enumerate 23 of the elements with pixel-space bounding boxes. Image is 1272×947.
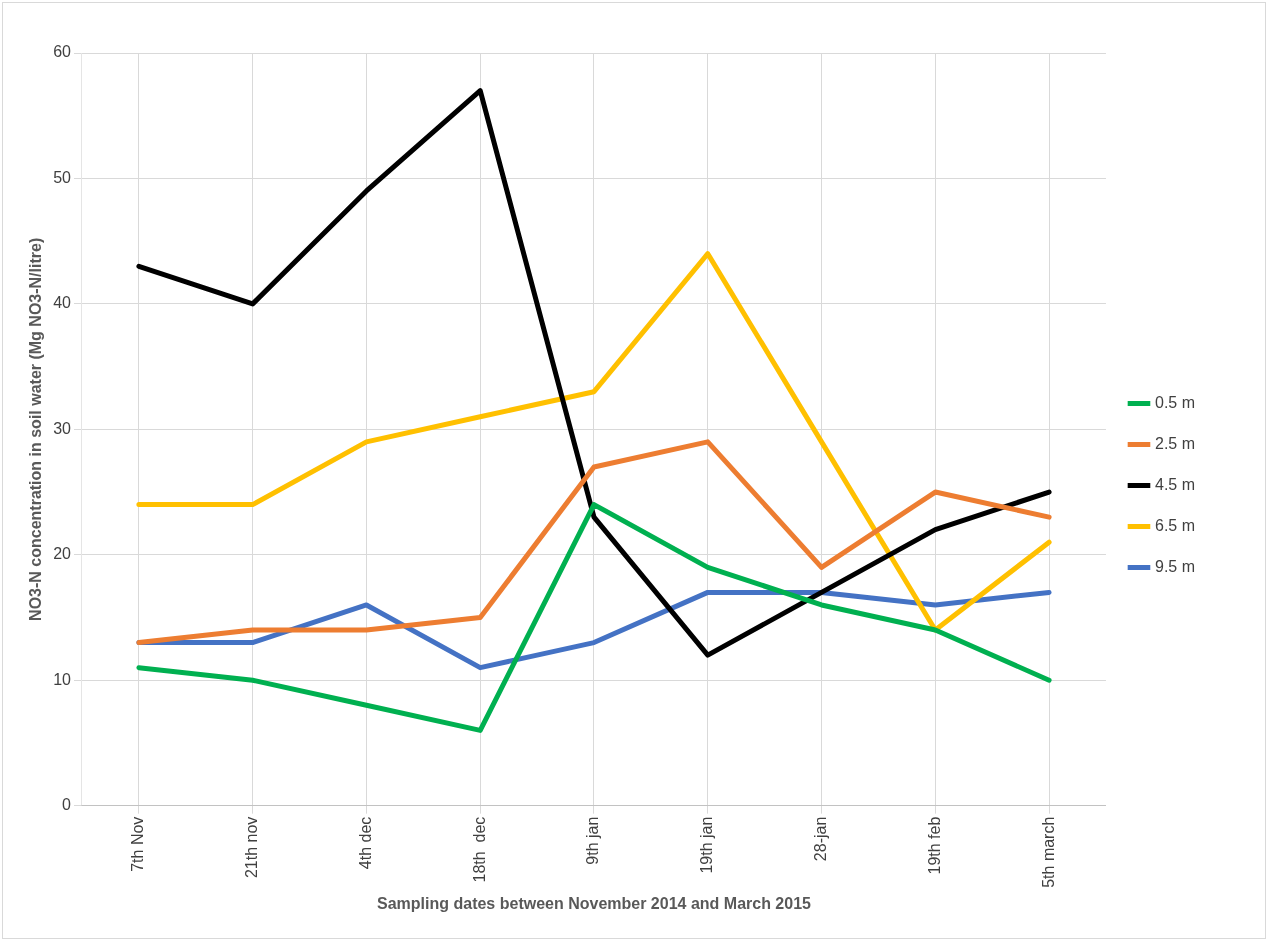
- legend-label: 4.5 m: [1154, 475, 1195, 493]
- y-tick-label: 10: [53, 670, 72, 688]
- x-tick-label: 7th Nov: [129, 816, 147, 872]
- x-tick-label: 19th jan: [698, 816, 716, 874]
- legend-label: 2.5 m: [1154, 434, 1195, 452]
- y-axis-title: NO3-N concentration in soil water (Mg NO3-N/litre): [27, 237, 45, 621]
- legend-label: 9.5 m: [1154, 557, 1195, 575]
- x-axis-title: Sampling dates between November 2014 and March 2015: [377, 894, 812, 912]
- y-tick-label: 20: [53, 545, 72, 563]
- x-tick-label: 5th march: [1039, 816, 1057, 888]
- y-tick-label: 40: [53, 294, 72, 312]
- x-tick-label: 28-jan: [811, 816, 829, 862]
- x-tick-label: 4th dec: [356, 816, 374, 870]
- x-tick-label: 18th dec: [470, 816, 488, 883]
- y-tick-label: 50: [53, 168, 72, 186]
- x-tick-label: 19th feb: [925, 816, 943, 875]
- legend-label: 0.5 m: [1154, 393, 1195, 411]
- y-tick-label: 0: [62, 796, 72, 814]
- y-tick-label: 30: [53, 419, 72, 437]
- legend-label: 6.5 m: [1154, 516, 1195, 534]
- x-tick-label: 21th nov: [243, 816, 261, 879]
- y-tick-label: 60: [53, 43, 72, 61]
- x-tick-label: 9th jan: [584, 816, 602, 865]
